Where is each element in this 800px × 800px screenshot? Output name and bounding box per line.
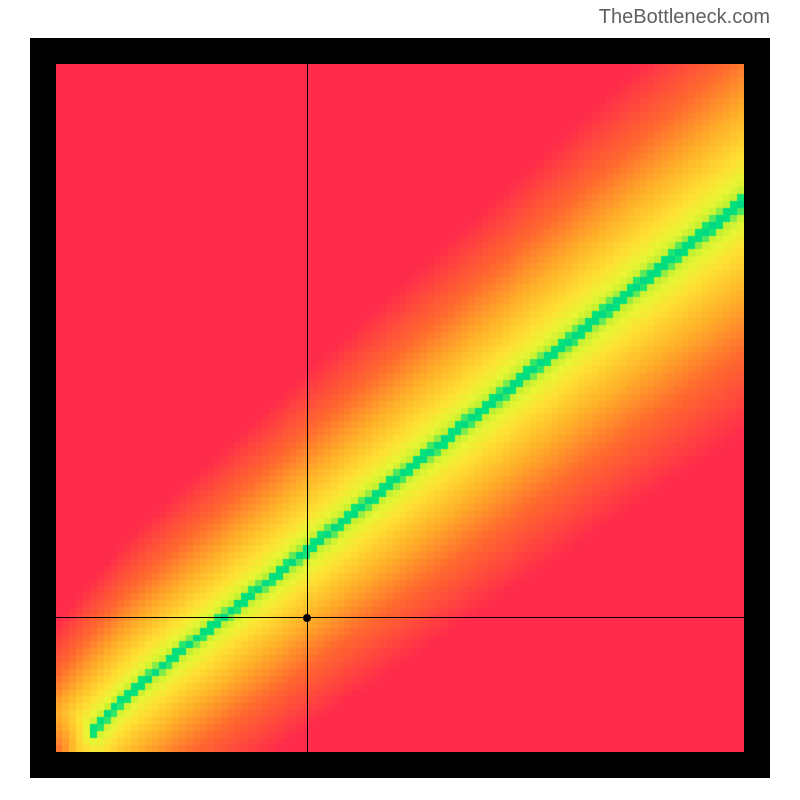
root-container: TheBottleneck.com bbox=[0, 0, 800, 800]
crosshair-marker bbox=[303, 614, 311, 622]
chart-frame bbox=[30, 38, 770, 778]
attribution-text: TheBottleneck.com bbox=[599, 6, 770, 29]
crosshair-horizontal bbox=[56, 617, 744, 618]
bottleneck-heatmap bbox=[56, 64, 744, 752]
crosshair-vertical bbox=[307, 64, 308, 752]
